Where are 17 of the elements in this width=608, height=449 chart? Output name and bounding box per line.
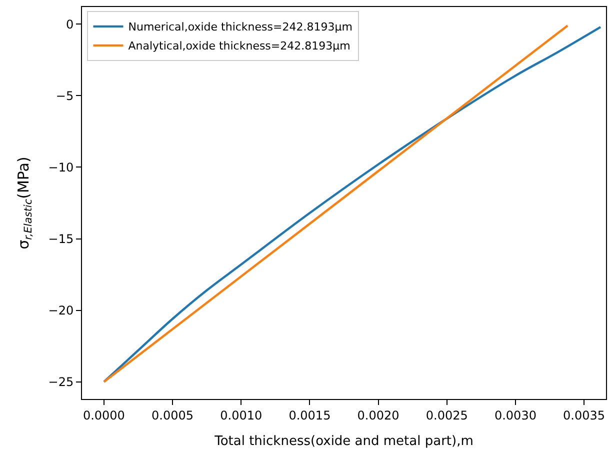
x-tick-label: 0.0010 (220, 408, 262, 422)
x-tick-label: 0.0000 (82, 408, 125, 422)
y-tick-label: −20 (48, 304, 74, 318)
x-tick-label: 0.0015 (288, 408, 331, 422)
x-tick-label: 0.0020 (357, 408, 400, 422)
x-tick-label: 0.0005 (152, 408, 194, 422)
x-tick-label: 0.0025 (426, 408, 468, 422)
x-tick-label: 0.0035 (563, 408, 606, 422)
x-axis-title: Total thickness(oxide and metal part),m (214, 434, 474, 449)
x-tick-label: 0.0030 (494, 408, 536, 422)
y-tick-label: −5 (56, 88, 74, 103)
y-tick-label: −10 (48, 160, 74, 174)
legend-label: Analytical,oxide thickness=242.8193µm (128, 40, 350, 53)
legend-label: Numerical,oxide thickness=242.8193µm (128, 20, 352, 34)
y-tick-label: 0 (66, 17, 74, 32)
y-tick-label: −15 (48, 232, 74, 246)
y-tick-label: −25 (48, 375, 74, 390)
